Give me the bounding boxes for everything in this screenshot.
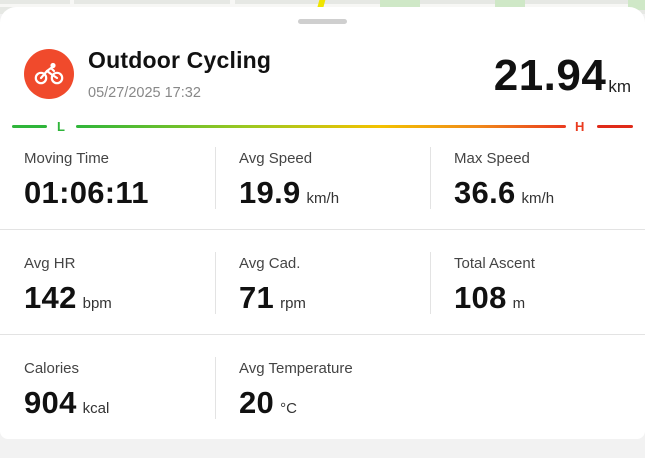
stat-total-ascent: Total Ascent 108 m bbox=[454, 255, 535, 316]
stat-label: Calories bbox=[24, 360, 80, 377]
stat-avg-hr: Avg HR 142 bpm bbox=[24, 255, 112, 316]
stat-unit: kcal bbox=[82, 400, 110, 417]
stat-unit: m bbox=[512, 295, 526, 312]
stat-value: 108 bbox=[454, 280, 507, 315]
stat-moving-time: Moving Time 01:06:11 bbox=[24, 150, 149, 211]
stat-label: Total Ascent bbox=[454, 255, 535, 272]
stat-value: 71 bbox=[239, 280, 275, 315]
stat-value: 01:06:11 bbox=[24, 175, 149, 210]
stat-value: 142 bbox=[24, 280, 77, 315]
stat-avg-speed: Avg Speed 19.9 km/h bbox=[239, 150, 339, 211]
activity-summary-card: Outdoor Cycling 05/27/2025 17:32 21.94 k… bbox=[0, 7, 645, 439]
stat-value: 19.9 bbox=[239, 175, 301, 210]
stat-value: 36.6 bbox=[454, 175, 516, 210]
stat-unit: km/h bbox=[306, 190, 340, 207]
stat-value: 904 bbox=[24, 385, 77, 420]
intensity-high-segment bbox=[597, 125, 633, 128]
cycling-icon bbox=[24, 49, 74, 99]
divider bbox=[215, 147, 216, 209]
divider bbox=[0, 334, 645, 335]
stat-label: Max Speed bbox=[454, 150, 530, 167]
intensity-low-segment bbox=[12, 125, 47, 128]
stat-avg-cadence: Avg Cad. 71 rpm bbox=[239, 255, 306, 316]
divider bbox=[430, 252, 431, 314]
distance-unit: km bbox=[608, 77, 631, 96]
stat-label: Avg Temperature bbox=[239, 360, 353, 377]
intensity-scale: L H bbox=[12, 119, 633, 134]
divider bbox=[215, 252, 216, 314]
map-park bbox=[495, 0, 525, 9]
map-park bbox=[380, 0, 420, 8]
stat-max-speed: Max Speed 36.6 km/h bbox=[454, 150, 554, 211]
stat-avg-temperature: Avg Temperature 20 °C bbox=[239, 360, 353, 421]
stat-label: Moving Time bbox=[24, 150, 110, 167]
stat-label: Avg Speed bbox=[239, 150, 313, 167]
distance-value: 21.94 bbox=[493, 51, 607, 100]
intensity-gradient-bar bbox=[76, 125, 566, 128]
activity-title: Outdoor Cycling bbox=[88, 47, 272, 73]
stat-unit: °C bbox=[280, 400, 297, 417]
stat-calories: Calories 904 kcal bbox=[24, 360, 109, 421]
stat-value: 20 bbox=[239, 385, 275, 420]
divider bbox=[215, 357, 216, 419]
map-park bbox=[628, 0, 645, 10]
divider bbox=[430, 147, 431, 209]
activity-datetime: 05/27/2025 17:32 bbox=[88, 85, 201, 101]
intensity-low-label: L bbox=[57, 119, 65, 134]
stat-label: Avg Cad. bbox=[239, 255, 301, 272]
stat-unit: bpm bbox=[82, 295, 112, 312]
divider bbox=[0, 229, 645, 230]
distance-display: 21.94 km bbox=[494, 52, 631, 100]
drag-handle[interactable] bbox=[298, 19, 347, 24]
stat-unit: rpm bbox=[280, 295, 306, 312]
stat-unit: km/h bbox=[521, 190, 555, 207]
intensity-high-label: H bbox=[575, 119, 585, 134]
stat-label: Avg HR bbox=[24, 255, 76, 272]
